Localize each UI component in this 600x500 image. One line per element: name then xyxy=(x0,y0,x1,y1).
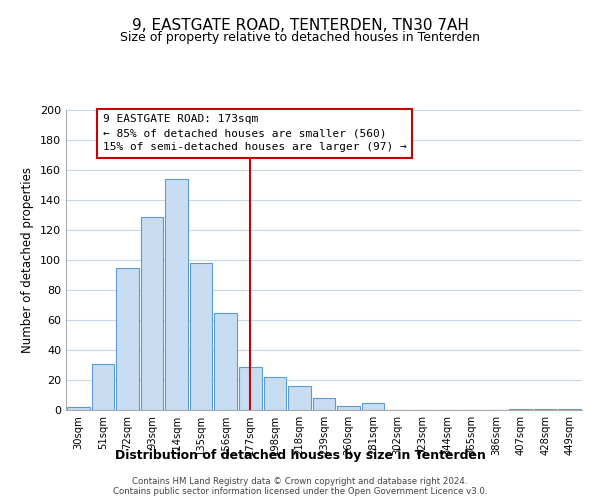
Bar xyxy=(337,406,360,410)
Bar xyxy=(559,408,581,410)
Bar xyxy=(288,386,311,410)
Bar xyxy=(239,366,262,410)
Bar xyxy=(509,408,532,410)
Text: 9, EASTGATE ROAD, TENTERDEN, TN30 7AH: 9, EASTGATE ROAD, TENTERDEN, TN30 7AH xyxy=(131,18,469,32)
Bar xyxy=(534,408,556,410)
Bar xyxy=(140,216,163,410)
Bar xyxy=(362,402,385,410)
Bar xyxy=(190,263,212,410)
Y-axis label: Number of detached properties: Number of detached properties xyxy=(22,167,34,353)
Bar xyxy=(214,312,237,410)
Text: 9 EASTGATE ROAD: 173sqm
← 85% of detached houses are smaller (560)
15% of semi-d: 9 EASTGATE ROAD: 173sqm ← 85% of detache… xyxy=(103,114,407,152)
Bar xyxy=(263,377,286,410)
Bar xyxy=(67,407,89,410)
Bar xyxy=(92,364,114,410)
Text: Contains public sector information licensed under the Open Government Licence v3: Contains public sector information licen… xyxy=(113,486,487,496)
Bar xyxy=(165,179,188,410)
Text: Contains HM Land Registry data © Crown copyright and database right 2024.: Contains HM Land Registry data © Crown c… xyxy=(132,476,468,486)
Text: Size of property relative to detached houses in Tenterden: Size of property relative to detached ho… xyxy=(120,31,480,44)
Bar xyxy=(116,268,139,410)
Text: Distribution of detached houses by size in Tenterden: Distribution of detached houses by size … xyxy=(115,448,485,462)
Bar xyxy=(313,398,335,410)
